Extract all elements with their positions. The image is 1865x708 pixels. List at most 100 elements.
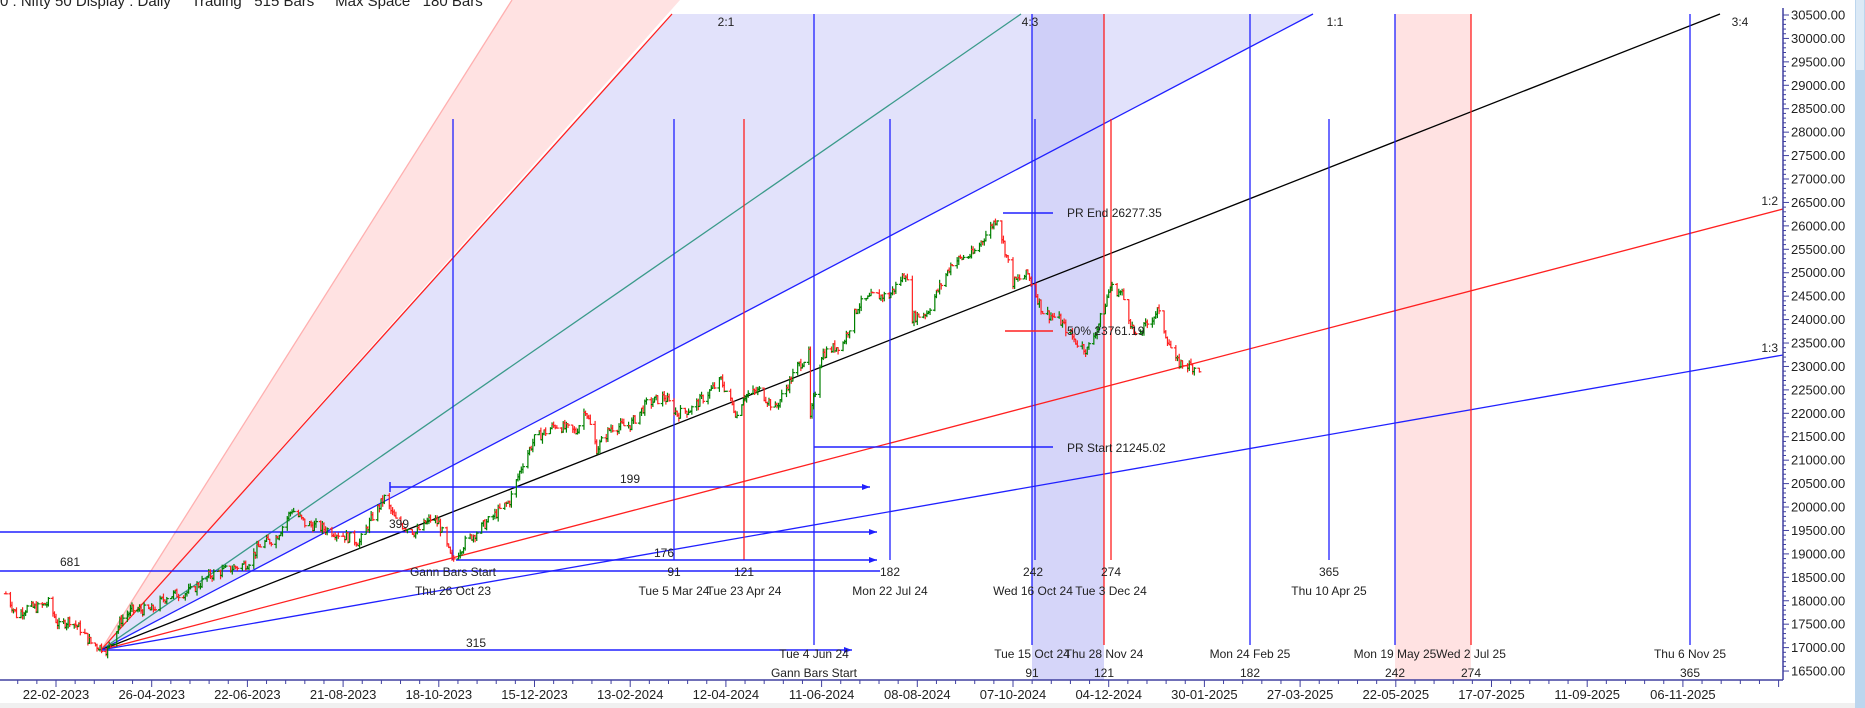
ohlc-bar	[701, 394, 706, 404]
cycle-count: Gann Bars Start	[771, 666, 858, 680]
ohlc-bar	[463, 535, 468, 551]
x-tick-label: 26-04-2023	[118, 687, 185, 702]
ohlc-bar	[405, 528, 410, 534]
ohlc-bar	[735, 411, 740, 419]
ohlc-bar	[99, 643, 104, 654]
scrollbar-thumb[interactable]	[1856, 0, 1864, 70]
ohlc-bar	[1133, 331, 1138, 336]
ohlc-bar	[88, 636, 93, 645]
ohlc-bar	[577, 424, 582, 434]
y-tick-label: 20000.00	[1791, 500, 1845, 515]
ohlc-bar	[757, 386, 762, 392]
ohlc-bar	[497, 503, 502, 510]
ohlc-bar	[723, 390, 728, 393]
ohlc-bar	[347, 532, 352, 543]
ohlc-bar	[667, 393, 672, 402]
fan-edge-line	[100, 0, 513, 651]
ohlc-bar	[1075, 340, 1080, 348]
ohlc-bar	[1145, 319, 1150, 329]
ohlc-bar	[961, 254, 966, 260]
cycle-date: Wed 2 Jul 25	[1436, 647, 1506, 661]
ohlc-bar	[1017, 274, 1022, 281]
ohlc-bar	[995, 220, 1000, 226]
cycle-date: Tue 3 Dec 24	[1075, 584, 1147, 598]
ohlc-bar	[509, 490, 514, 508]
y-tick-label: 19000.00	[1791, 546, 1845, 561]
y-tick-label: 20500.00	[1791, 476, 1845, 491]
arrow-head-icon	[844, 647, 852, 653]
ohlc-bar	[14, 607, 19, 619]
ohlc-bar	[939, 283, 944, 290]
price-range-mid-label: 50% 23761.19	[1067, 324, 1145, 338]
y-tick-label: 27500.00	[1791, 148, 1845, 163]
ohlc-bar	[588, 414, 593, 426]
ohlc-bar	[1052, 312, 1057, 318]
ohlc-bar	[67, 616, 72, 628]
y-tick-label: 24500.00	[1791, 289, 1845, 304]
x-tick-label: 13-02-2024	[597, 687, 664, 702]
cycle-count: 121	[734, 565, 754, 579]
ohlc-bar	[655, 395, 660, 405]
ohlc-bar	[1110, 281, 1115, 292]
shaded-zones	[101, 0, 1471, 680]
ohlc-bar	[302, 518, 307, 528]
x-tick-label: 06-11-2025	[1650, 687, 1716, 702]
x-tick-label: 04-12-2024	[1075, 687, 1142, 702]
ohlc-bar	[188, 583, 193, 590]
ohlc-bar	[543, 427, 548, 436]
ohlc-bar	[3, 591, 8, 595]
fan-line-1-2	[100, 208, 1784, 651]
ohlc-bar	[142, 602, 147, 616]
cycle-date: Thu 6 Nov 25	[1654, 647, 1726, 661]
ohlc-bar	[893, 281, 898, 294]
pink-fan-zone	[101, 0, 680, 650]
cycle-date: Thu 26 Oct 23	[415, 584, 491, 598]
ohlc-bar	[258, 543, 263, 548]
cycle-count: 91	[667, 565, 681, 579]
arrow-head-icon	[869, 529, 877, 535]
ohlc-bar	[164, 596, 169, 605]
ohlc-bar	[153, 606, 158, 612]
y-tick-label: 29500.00	[1791, 54, 1845, 69]
x-tick-label: 15-12-2023	[501, 687, 568, 702]
bar-count-label: 315	[466, 636, 486, 650]
y-tick-label: 22000.00	[1791, 406, 1845, 421]
ohlc-bar	[1180, 360, 1185, 369]
ohlc-bar	[370, 511, 375, 521]
cycle-date: Mon 22 Jul 24	[852, 584, 928, 598]
ohlc-bar	[223, 564, 228, 568]
ohlc-bar	[928, 308, 933, 316]
ohlc-bar	[474, 531, 479, 542]
ohlc-bar	[972, 248, 977, 254]
ohlc-bar	[1006, 255, 1011, 263]
ohlc-bar	[1040, 310, 1045, 315]
cycle-count: 242	[1023, 565, 1043, 579]
fan-label-1-2: 1:2	[1761, 194, 1778, 208]
ohlc-bar	[1197, 367, 1202, 373]
ohlc-bar	[824, 346, 829, 359]
pink-time-zone	[1395, 14, 1471, 680]
y-tick-label: 30500.00	[1791, 8, 1845, 23]
fan-label-4-3: 4:3	[1022, 15, 1039, 29]
arrow-head-icon	[869, 557, 877, 563]
fan-line-4-3	[100, 13, 1022, 651]
ohlc-bar	[25, 604, 30, 613]
cycle-count: 91	[1025, 666, 1039, 680]
y-tick-label: 26500.00	[1791, 195, 1845, 210]
ohlc-bar	[983, 230, 988, 242]
cycle-count: 274	[1461, 666, 1481, 680]
ohlc-bar	[599, 436, 604, 443]
ohlc-bar	[110, 643, 115, 646]
fan-label-2-1: 2:1	[718, 15, 735, 29]
ohlc-bar	[532, 434, 537, 447]
cycle-count: 182	[880, 565, 900, 579]
vertical-scrollbar[interactable]	[1855, 0, 1865, 708]
ohlc-bar	[78, 620, 83, 636]
fan-label-1-3: 1:3	[1761, 341, 1778, 355]
ohlc-bar	[440, 526, 445, 533]
cycle-date: Mon 24 Feb 25	[1210, 647, 1291, 661]
cycle-count: 274	[1101, 565, 1121, 579]
ohlc-bar	[393, 511, 398, 519]
y-axis: 30500.00 30000.00 29500.00 29000.00 28500.00…	[1782, 8, 1845, 680]
